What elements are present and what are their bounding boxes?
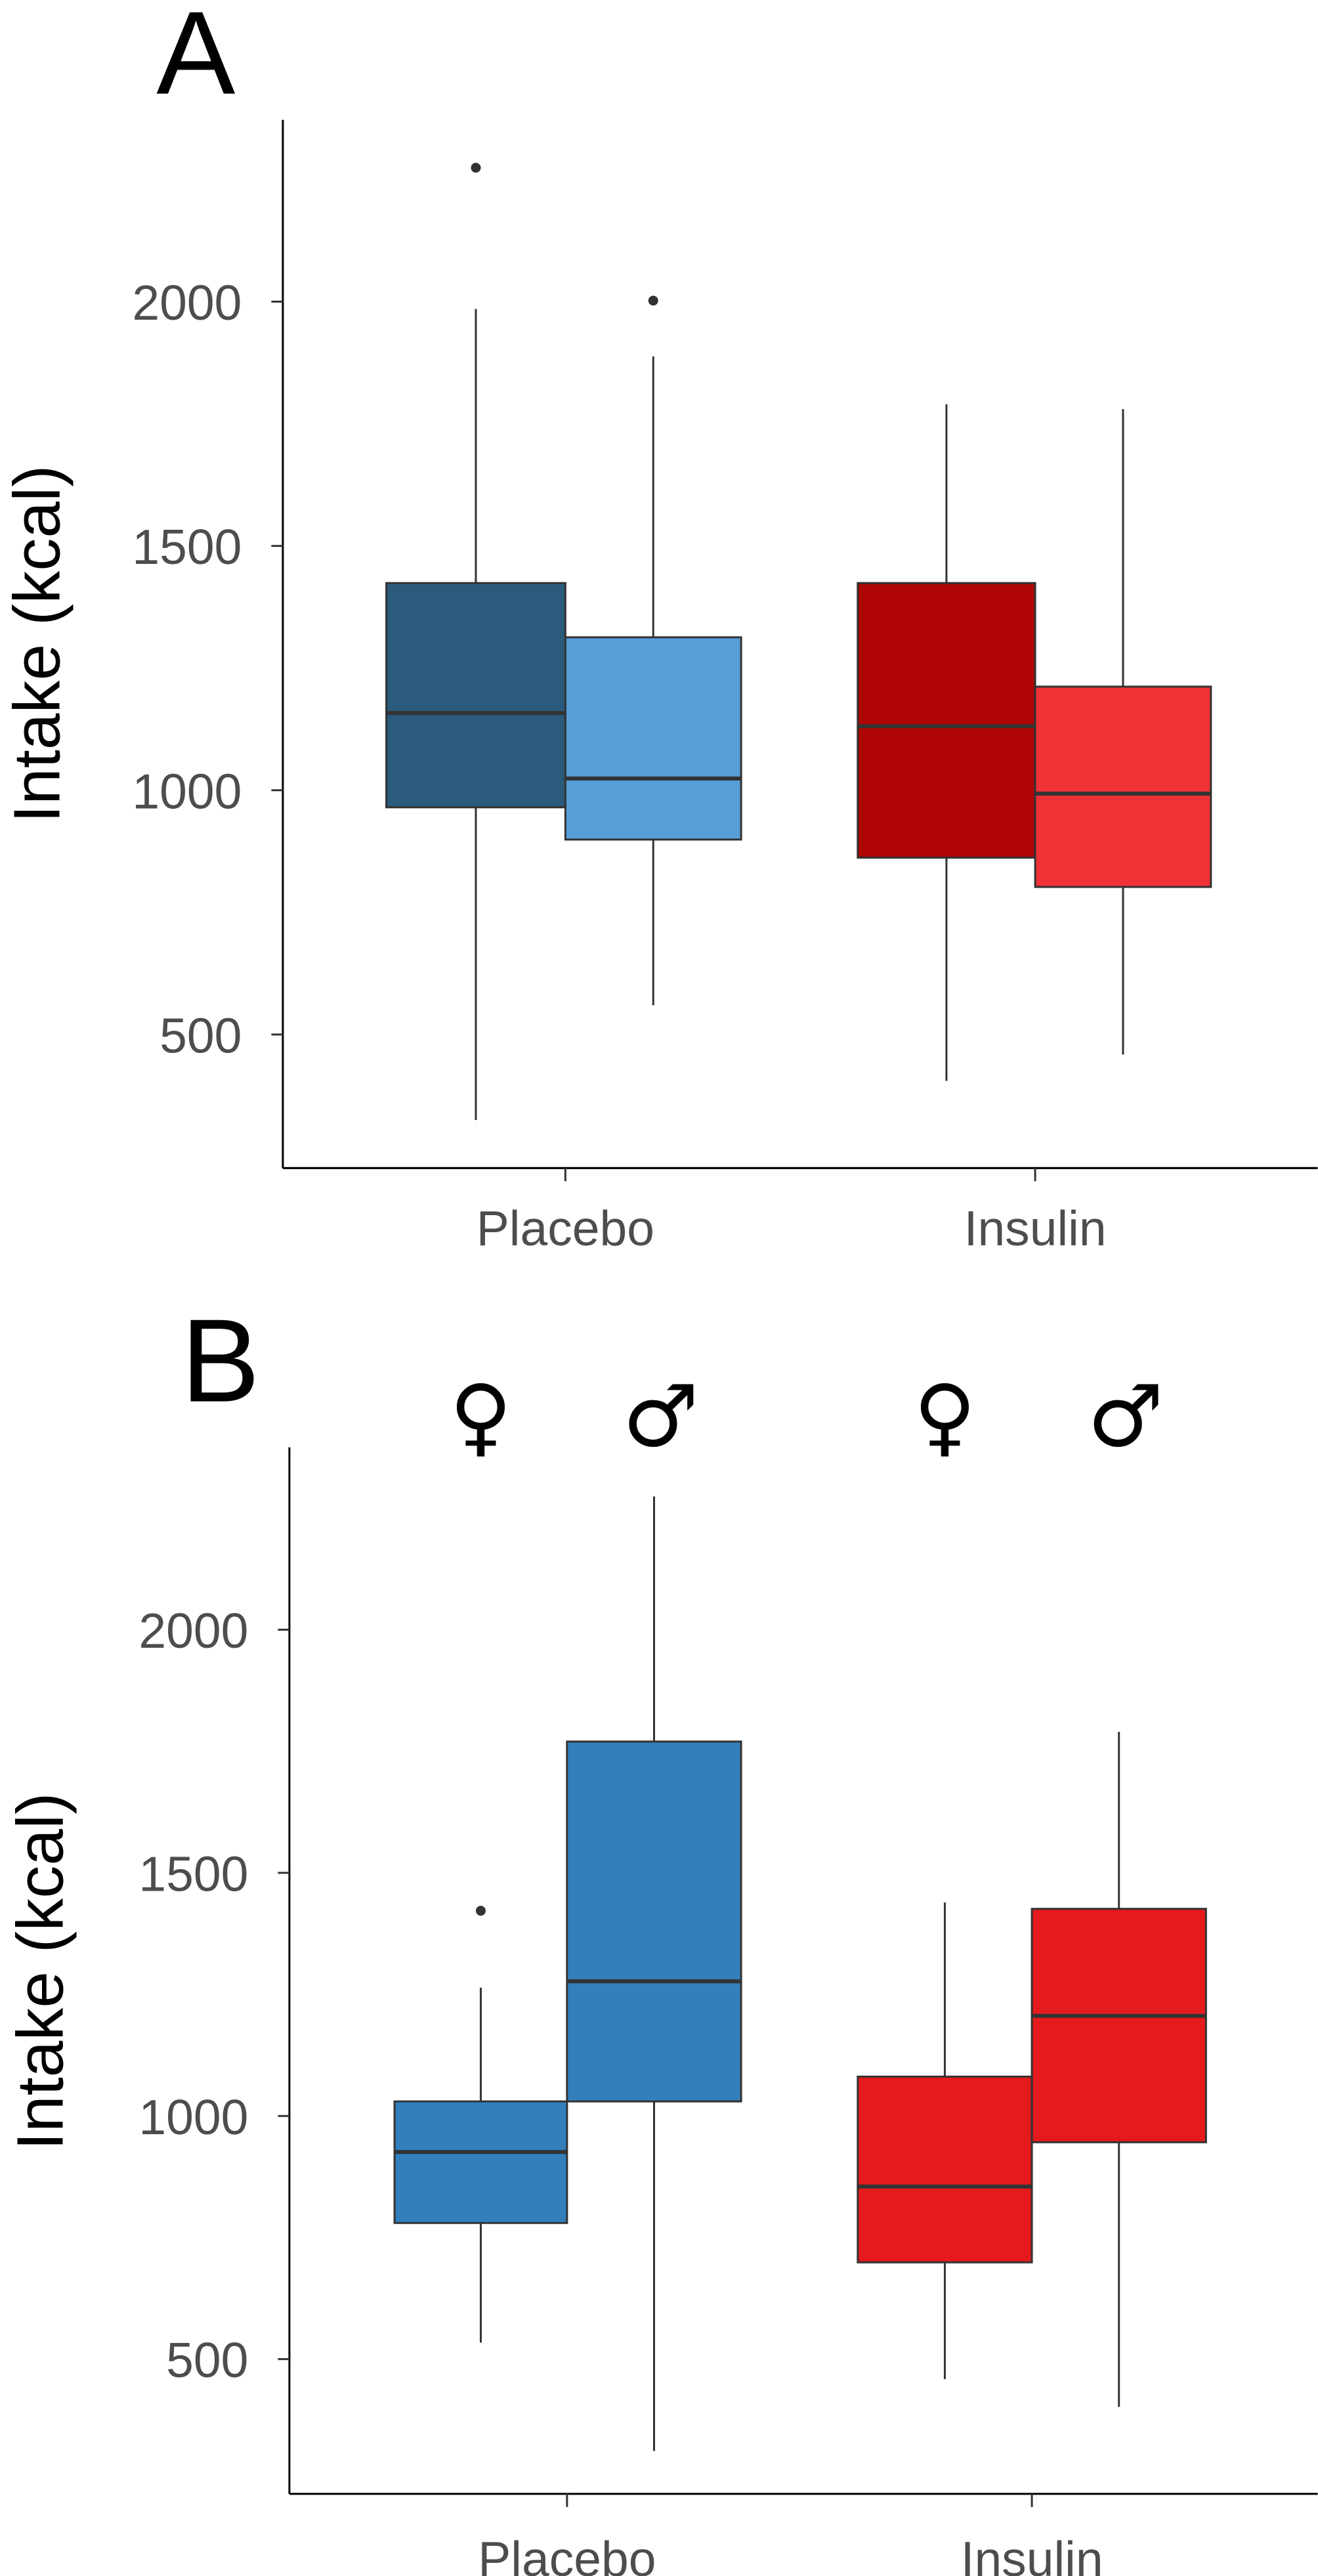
box-iqr bbox=[385, 582, 566, 809]
box-insulin-right bbox=[1031, 1732, 1207, 2407]
box-placebo-right bbox=[566, 1496, 742, 2451]
y-tick-label: 2000 bbox=[132, 275, 242, 330]
y-tick-label: 500 bbox=[166, 2332, 248, 2388]
y-tick-label: 1000 bbox=[132, 763, 242, 819]
x-tick-label: Placebo bbox=[478, 2531, 656, 2576]
panel-label-b: B bbox=[181, 1295, 260, 1427]
x-tick-label: Placebo bbox=[477, 1201, 654, 1256]
box-iqr bbox=[564, 636, 742, 841]
y-tick-label: 1500 bbox=[138, 1846, 248, 1901]
y-axis-title-a: Intake (kcal) bbox=[1, 465, 74, 823]
y-tick-label: 2000 bbox=[138, 1603, 248, 1658]
male-symbol-icon: ♂ bbox=[622, 1366, 699, 1466]
box-insulin-right bbox=[1034, 409, 1212, 1055]
outlier-point bbox=[648, 295, 658, 306]
box-placebo-right bbox=[564, 295, 742, 1006]
female-symbol-icon: ♀ bbox=[450, 1366, 512, 1466]
x-tick-label: Insulin bbox=[964, 1201, 1107, 1256]
box-iqr bbox=[566, 1740, 742, 2103]
outlier-point bbox=[471, 163, 481, 173]
box-iqr bbox=[857, 2075, 1033, 2264]
box-placebo-left bbox=[393, 1906, 568, 2343]
box-insulin-left bbox=[857, 1902, 1033, 2380]
box-iqr bbox=[1031, 1908, 1207, 2143]
y-tick-label: 500 bbox=[159, 1008, 242, 1063]
female-symbol-icon: ♀ bbox=[914, 1366, 976, 1466]
outlier-point bbox=[475, 1906, 486, 1916]
y-axis-title-b: Intake (kcal) bbox=[4, 1792, 77, 2150]
panel-a: A Intake (kcal) 500 1000 1500 2000 Placebo In… bbox=[1, 0, 1318, 1256]
box-placebo-left bbox=[385, 163, 566, 1121]
panel-b: B Intake (kcal) 500 1000 1500 2000 Placebo In… bbox=[4, 1295, 1318, 2576]
y-tick-label: 1500 bbox=[132, 519, 242, 574]
male-symbol-icon: ♂ bbox=[1087, 1366, 1164, 1466]
y-tick-label: 1000 bbox=[138, 2090, 248, 2145]
x-tick-label: Insulin bbox=[961, 2531, 1103, 2576]
box-iqr bbox=[393, 2100, 568, 2224]
panel-label-a: A bbox=[156, 0, 235, 119]
box-insulin-left bbox=[857, 404, 1036, 1081]
box-iqr bbox=[857, 582, 1036, 859]
box-iqr bbox=[1034, 685, 1212, 888]
